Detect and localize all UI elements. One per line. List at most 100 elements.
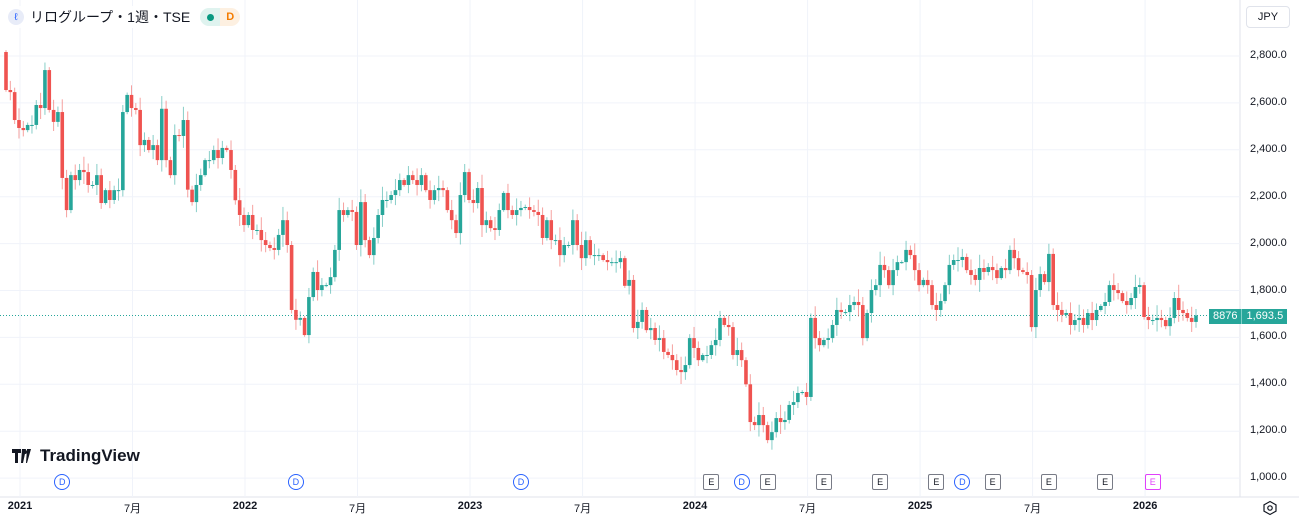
- time-tick-label: 7月: [573, 503, 592, 515]
- candle-body: [462, 172, 467, 196]
- candle-body: [947, 264, 952, 286]
- price-tick-label: 1,400.0: [1250, 377, 1287, 390]
- candle: [1029, 270, 1034, 332]
- candle: [25, 122, 30, 133]
- dividend-marker[interactable]: D: [54, 474, 71, 490]
- candle-body: [653, 328, 657, 340]
- candle-body: [86, 172, 91, 185]
- candle: [372, 227, 376, 265]
- candle-body: [410, 175, 415, 181]
- status-pill[interactable]: D: [200, 8, 241, 26]
- candle: [475, 182, 480, 209]
- candle: [458, 182, 463, 245]
- candle-body: [601, 255, 605, 261]
- candle-body: [895, 262, 900, 271]
- candle-body: [8, 90, 13, 93]
- candle: [1081, 309, 1086, 333]
- dividend-marker[interactable]: D: [287, 474, 304, 490]
- currency-button[interactable]: JPY: [1246, 6, 1290, 28]
- candle-body: [592, 255, 597, 257]
- candle: [1142, 282, 1146, 320]
- time-tick-label: 2024: [682, 500, 708, 512]
- candle-body: [1103, 301, 1107, 306]
- time-tick-label: 2026: [1132, 500, 1158, 512]
- candle-body: [467, 172, 471, 200]
- candle: [121, 105, 125, 197]
- candle-body: [402, 180, 406, 185]
- candle-body: [757, 415, 761, 426]
- tradingview-logo[interactable]: TradingView: [12, 446, 140, 466]
- earnings-marker[interactable]: E: [928, 474, 945, 490]
- candle-body: [95, 175, 99, 185]
- candle-body: [1012, 249, 1017, 259]
- candle: [367, 236, 372, 259]
- candle-body: [1107, 285, 1112, 302]
- candle: [1003, 258, 1008, 279]
- candle-body: [666, 351, 670, 355]
- candle: [354, 206, 359, 250]
- candle-body: [899, 262, 904, 264]
- candle-body: [1081, 317, 1086, 325]
- candle: [761, 406, 766, 433]
- candle: [995, 263, 999, 284]
- candle-body: [1060, 309, 1064, 315]
- earnings-marker[interactable]: E: [1097, 474, 1114, 490]
- settings-icon[interactable]: [1262, 500, 1278, 516]
- candle: [1090, 301, 1094, 331]
- candle-body: [263, 240, 268, 246]
- candle: [964, 253, 969, 274]
- candle-body: [77, 169, 82, 181]
- candle-body: [683, 365, 688, 373]
- candle: [17, 108, 21, 139]
- candle-body: [1155, 317, 1159, 321]
- candle-body: [882, 264, 887, 271]
- candle-body: [436, 188, 441, 191]
- earnings-marker[interactable]: E: [703, 474, 720, 490]
- candle-body: [185, 120, 190, 190]
- candle: [1116, 282, 1120, 300]
- candle-body: [1194, 315, 1198, 322]
- symbol-title[interactable]: リログループ・1週・TSE: [30, 9, 191, 25]
- candle-body: [796, 392, 800, 403]
- candle: [216, 138, 220, 169]
- candle-body: [354, 211, 359, 246]
- dividend-marker[interactable]: D: [512, 474, 529, 490]
- candle: [198, 168, 203, 191]
- candle: [350, 199, 354, 222]
- dividend-marker[interactable]: D: [733, 474, 750, 490]
- candle: [947, 254, 952, 295]
- candle-body: [350, 210, 354, 212]
- candle: [804, 382, 809, 406]
- candle: [1181, 301, 1185, 321]
- candle-body: [865, 313, 869, 339]
- time-tick-label: 7月: [123, 503, 142, 515]
- candle-body: [774, 418, 779, 433]
- candle: [389, 191, 393, 204]
- dividend-marker[interactable]: D: [954, 474, 971, 490]
- candle-body: [346, 210, 350, 215]
- earnings-marker[interactable]: E: [984, 474, 1001, 490]
- candle: [752, 416, 757, 431]
- earnings-marker[interactable]: E: [872, 474, 889, 490]
- candle: [289, 241, 294, 314]
- candle: [363, 194, 367, 248]
- time-tick-label: 2021: [7, 500, 33, 512]
- earnings-marker[interactable]: E: [1040, 474, 1057, 490]
- earnings-marker[interactable]: E: [1144, 474, 1161, 490]
- candle-body: [618, 258, 623, 263]
- candle: [1077, 304, 1081, 332]
- candle-body: [986, 267, 991, 272]
- candle: [1129, 293, 1133, 310]
- candle: [320, 278, 324, 297]
- candle-body: [558, 240, 562, 256]
- earnings-marker[interactable]: E: [815, 474, 832, 490]
- earnings-marker[interactable]: E: [759, 474, 776, 490]
- candle-body: [259, 229, 264, 241]
- candle: [177, 129, 181, 142]
- candle: [116, 178, 121, 201]
- candle-body: [1042, 274, 1047, 283]
- candle: [1168, 307, 1172, 336]
- candle: [415, 168, 419, 196]
- candle-body: [393, 190, 398, 196]
